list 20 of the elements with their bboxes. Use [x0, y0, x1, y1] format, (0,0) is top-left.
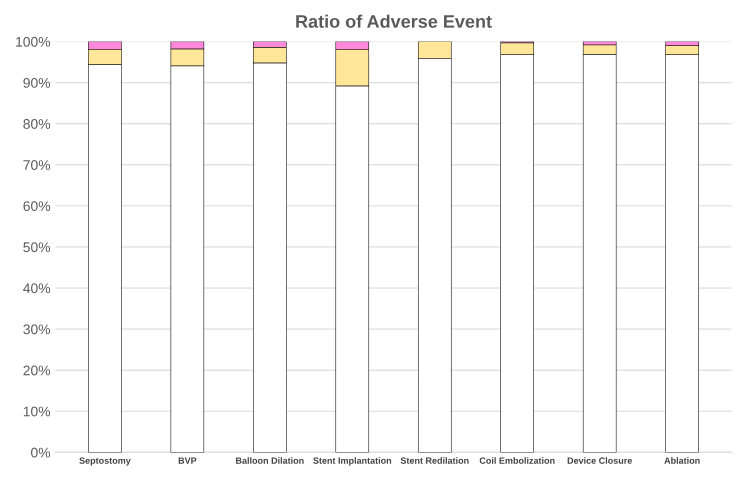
- chart-title: Ratio of Adverse Event: [296, 14, 492, 28]
- x-tick-label: Coil Embolization: [480, 457, 555, 464]
- x-tick-label: Ablation: [664, 457, 700, 464]
- x-tick-label: Stent Redilation: [400, 457, 469, 464]
- x-tick-label: Stent Implantation: [313, 457, 392, 466]
- x-tick-label: Septostomy: [79, 457, 131, 466]
- y-tick-label: 20%: [23, 366, 50, 376]
- y-tick-label: 80%: [23, 119, 50, 129]
- y-tick-label: 100%: [16, 36, 50, 47]
- y-tick-label: 50%: [23, 242, 50, 252]
- y-tick-label: 70%: [23, 160, 50, 170]
- y-tick-label: 0%: [31, 448, 50, 458]
- y-tick-label: 60%: [23, 201, 50, 212]
- y-tick-label: 90%: [23, 78, 50, 88]
- y-tick-label: 10%: [24, 406, 50, 416]
- y-tick-label: 40%: [23, 283, 50, 294]
- x-tick-label: Balloon Dilation: [236, 457, 304, 464]
- x-tick-label: Device Closure: [568, 457, 632, 464]
- y-tick-label: 30%: [23, 324, 50, 334]
- x-tick-label: BVP: [178, 458, 196, 464]
